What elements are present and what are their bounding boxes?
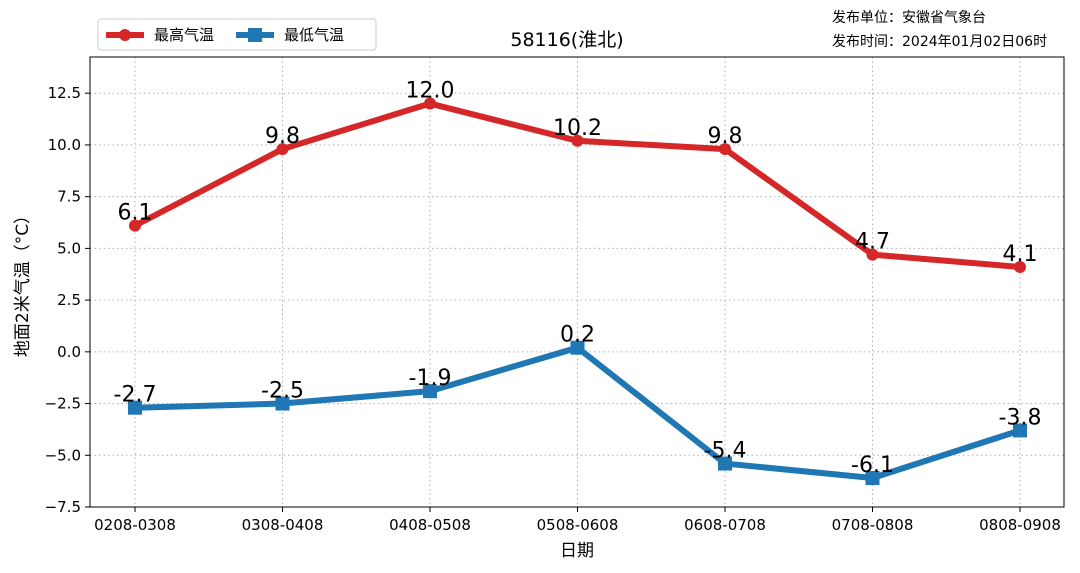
x-tick-label: 0408-0508 xyxy=(389,516,471,534)
data-label: 9.8 xyxy=(708,124,743,149)
data-point xyxy=(1013,423,1027,438)
data-label: -2.5 xyxy=(261,379,304,404)
x-tick-label: 0308-0408 xyxy=(242,516,324,534)
data-label: -2.7 xyxy=(114,383,157,408)
data-point xyxy=(276,143,289,156)
data-point xyxy=(423,384,437,399)
data-label: 10.2 xyxy=(553,116,602,141)
y-tick-label: −2.5 xyxy=(45,395,81,413)
y-axis-label: 地面2米气温（°C） xyxy=(13,207,33,357)
y-tick-label: −5.0 xyxy=(45,446,81,464)
data-label: 0.2 xyxy=(560,323,595,348)
y-tick-label: 5.0 xyxy=(57,239,81,257)
data-label: 4.1 xyxy=(1003,242,1038,267)
y-tick-label: 0.0 xyxy=(57,343,81,361)
legend-marker xyxy=(119,29,131,41)
plot-frame xyxy=(89,56,1065,508)
x-tick-label: 0508-0608 xyxy=(537,516,619,534)
data-point xyxy=(719,143,731,156)
data-point xyxy=(129,219,141,232)
data-label: 6.1 xyxy=(118,201,153,226)
data-point xyxy=(718,456,732,471)
data-point xyxy=(275,396,290,411)
x-axis-label: 日期 xyxy=(560,541,594,561)
issue-time: 发布时间：2024年01月02日06时 xyxy=(832,34,1048,50)
y-tick-label: 2.5 xyxy=(57,291,81,309)
issuer-unit: 发布单位：安徽省气象台 xyxy=(832,10,986,26)
data-label: 12.0 xyxy=(406,79,455,104)
data-point xyxy=(570,340,585,355)
y-tick-label: −7.5 xyxy=(45,498,81,516)
x-tick-label: 0808-0908 xyxy=(979,516,1061,534)
data-label: -3.8 xyxy=(999,405,1042,430)
data-point xyxy=(865,471,880,486)
data-label: -6.1 xyxy=(851,453,894,478)
data-point xyxy=(424,97,436,110)
data-label: -5.4 xyxy=(704,439,747,464)
data-point xyxy=(1014,261,1026,273)
data-point xyxy=(866,248,879,261)
chart-title: 58116(淮北) xyxy=(510,29,623,51)
data-label: 9.8 xyxy=(265,124,300,149)
x-tick-label: 0208-0308 xyxy=(94,516,176,534)
y-tick-label: 7.5 xyxy=(57,188,81,206)
legend-label: 最高气温 xyxy=(154,26,214,44)
data-point xyxy=(128,400,142,415)
data-point xyxy=(571,134,584,147)
legend-marker xyxy=(248,28,262,42)
data-label: 4.7 xyxy=(855,230,890,255)
x-tick-label: 0708-0808 xyxy=(832,516,914,534)
y-tick-label: 10.0 xyxy=(48,136,81,154)
legend-label: 最低气温 xyxy=(284,26,344,44)
data-label: -1.9 xyxy=(409,366,452,391)
y-tick-label: 12.5 xyxy=(48,84,81,102)
x-tick-label: 0608-0708 xyxy=(684,516,766,534)
